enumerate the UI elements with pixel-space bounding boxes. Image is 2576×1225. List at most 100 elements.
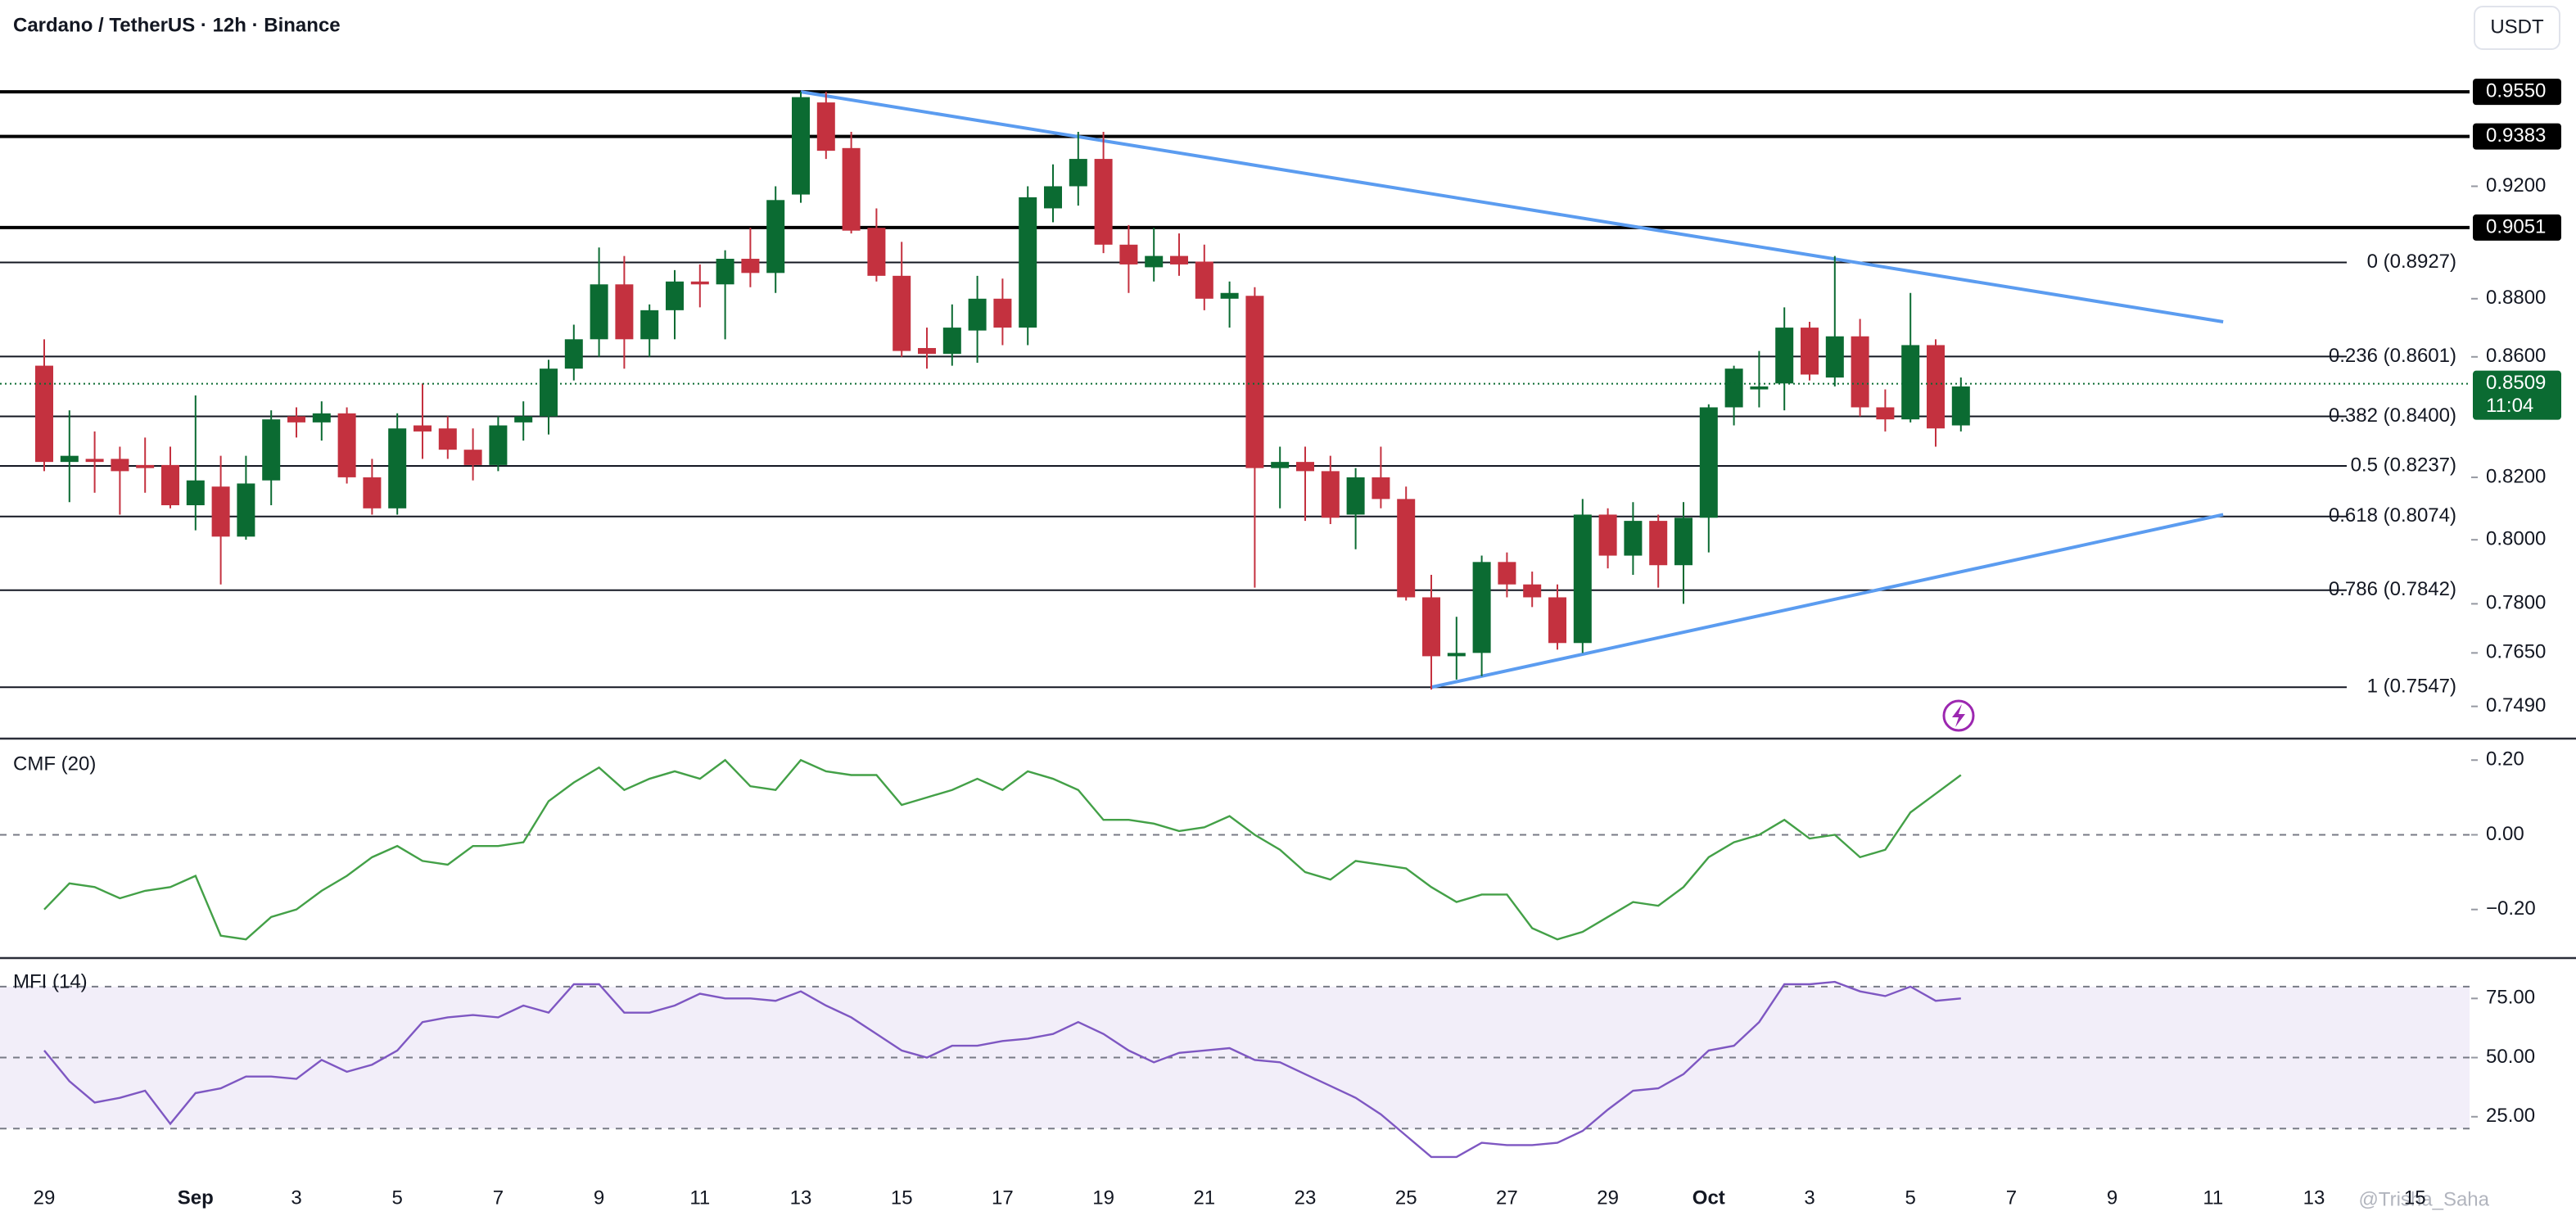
level-label: 0.9550 [2486,79,2546,102]
candle-body [1699,407,1718,518]
candle-body [540,368,558,417]
x-tick-label: 25 [1395,1187,1417,1209]
y-tick-label: 0.8800 [2486,287,2546,309]
candle-body [918,348,936,355]
candle-body [312,413,331,423]
y-tick-label: 0.8000 [2486,528,2546,550]
candle-body [35,365,53,463]
fib-label: 1 (0.7547) [2367,676,2456,698]
candle-body [690,281,709,285]
panel-title: CMF (20) [13,753,96,775]
x-tick-label: 3 [291,1187,301,1209]
candle-body [414,425,432,432]
candle-body [111,459,129,472]
candle-body [842,147,861,231]
candle-body [1624,521,1643,556]
x-tick-label: 7 [2006,1187,2017,1209]
candle-body [287,416,305,423]
panel-title: MFI (14) [13,970,88,992]
x-tick-label: 11 [689,1187,710,1209]
level-label-box [2473,79,2561,106]
last-price-box [2473,370,2561,420]
x-tick-label: 29 [1597,1187,1619,1209]
candle-body [867,228,886,276]
candle-body [1498,562,1516,585]
candle-body [388,428,407,509]
watermark: @Trisha_Saha [2358,1188,2489,1210]
candle-body [1094,159,1113,245]
y-tick-label: 0.8600 [2486,345,2546,367]
candle-body [1346,477,1365,515]
candle-body [1044,186,1062,209]
candle-body [716,259,734,285]
candle-body [1170,255,1188,264]
candle-body [211,486,230,537]
candle-body [1548,597,1566,644]
y-tick-label: 0.20 [2486,748,2524,771]
candle-body [792,97,810,195]
candle-body [893,275,911,351]
candle-body [590,284,608,340]
candle-body [1119,244,1138,264]
candle-body [489,425,508,465]
candle-body [1876,407,1895,420]
candle-body [1649,521,1668,566]
candle-body [942,328,961,355]
candle-body [161,464,179,506]
indicator-line [43,980,1961,1159]
candle-body [1775,328,1794,384]
y-tick-label: −0.20 [2486,897,2536,920]
currency-button[interactable] [2474,6,2560,50]
candle-body [1750,386,1769,390]
x-tick-label: 21 [1193,1187,1215,1209]
event-icon-bolt [1952,704,1965,727]
x-tick-label: 13 [790,1187,812,1209]
candle-body [514,416,533,423]
candle-body [1145,255,1164,268]
level-label: 0.9383 [2486,124,2546,147]
candle-body [438,428,457,450]
candle-body [666,281,684,310]
last-price-label: 0.8509 [2486,372,2546,394]
x-tick-label: 27 [1496,1187,1518,1209]
candle-body [1321,471,1340,518]
candle-body [1019,197,1037,328]
currency-label[interactable]: USDT [2490,16,2544,38]
candle-body [60,455,79,463]
y-tick-label: 0.7490 [2486,694,2546,716]
candle-body [463,450,482,465]
y-tick-label: 0.00 [2486,823,2524,845]
candle-body [968,298,987,331]
x-tick-label: 11 [2203,1187,2223,1209]
candle-body [1069,159,1087,187]
y-tick-label: 50.00 [2486,1046,2535,1068]
x-tick-label: 23 [1295,1187,1317,1209]
candle-body [1674,518,1692,566]
candle-body [363,477,382,509]
candle-body [766,200,785,273]
y-tick-label: 0.8200 [2486,465,2546,487]
event-icon[interactable] [1942,699,1975,732]
fib-label: 0.618 (0.8074) [2329,504,2456,527]
candle-body [1724,368,1743,408]
x-tick-label: 9 [594,1187,604,1209]
candle-body [186,480,205,506]
candle-body [640,310,659,340]
candle-body [1851,336,1869,408]
x-tick-label: 3 [1804,1187,1814,1209]
candle-body [1271,462,1290,468]
x-tick-label: 19 [1092,1187,1114,1209]
candle-body [85,459,104,463]
trendline [800,90,2224,323]
candle-body [1296,462,1314,472]
x-tick-label: 5 [392,1187,403,1209]
candle-body [1825,336,1844,378]
candle-body [1801,328,1819,375]
candle-body [1573,514,1592,644]
candle-body [1951,386,1970,426]
y-tick-label: 75.00 [2486,987,2535,1009]
candle-body [1220,292,1239,299]
y-tick-label: 0.7800 [2486,592,2546,614]
